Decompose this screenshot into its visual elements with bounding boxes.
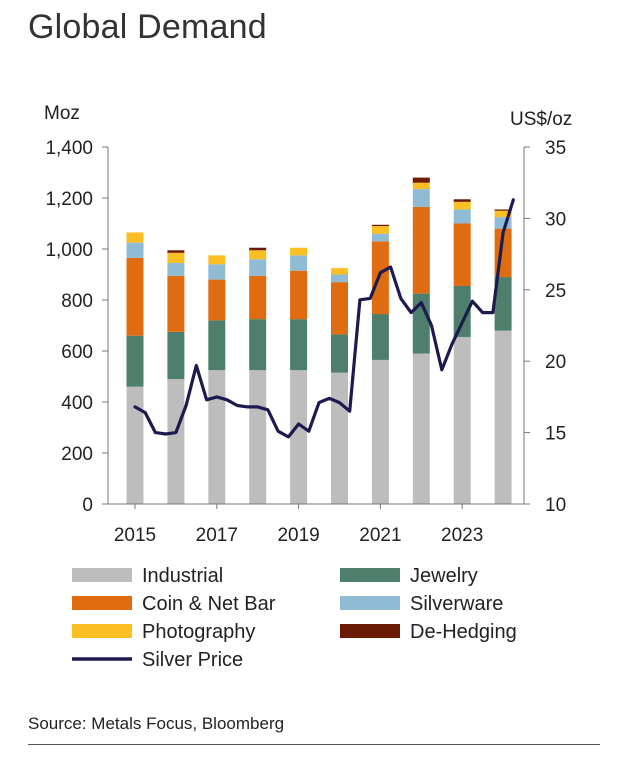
bar-coin-net-bar-2016 xyxy=(167,275,185,332)
bar-de-hedging-2022 xyxy=(412,177,430,183)
left-tick-label: 400 xyxy=(61,393,93,414)
bar-industrial-2017 xyxy=(208,370,226,504)
legend-swatch-photography xyxy=(72,624,132,638)
legend-label-de-hedging: De-Hedging xyxy=(410,621,517,643)
left-tick-label: 200 xyxy=(61,444,93,465)
chart-area: 0 200 400 600 800 1,000 1,200 1,400 10 15 20 25 30 35… xyxy=(44,103,572,671)
bar-jewelry-2015 xyxy=(126,335,144,387)
bar-industrial-2019 xyxy=(290,370,308,504)
left-tick-label: 1,000 xyxy=(45,240,93,261)
bar-industrial-2018 xyxy=(249,370,267,504)
bar-coin-net-bar-2018 xyxy=(249,275,267,320)
right-tick-label: 10 xyxy=(545,495,566,516)
left-axis-unit: Moz xyxy=(44,103,80,124)
bar-silverware-2019 xyxy=(290,255,308,271)
right-tick-label: 25 xyxy=(545,281,566,302)
bar-silverware-2021 xyxy=(371,233,389,242)
footer-rule xyxy=(28,744,600,745)
axes-layer: 0 200 400 600 800 1,000 1,200 1,400 10 15 20 25 30 35… xyxy=(44,103,572,546)
legend-swatch-jewelry xyxy=(340,568,400,582)
bar-coin-net-bar-2019 xyxy=(290,270,308,320)
bar-silverware-2017 xyxy=(208,264,226,280)
legend-swatch-silverware xyxy=(340,596,400,610)
bar-photography-2018 xyxy=(249,250,267,260)
bar-silverware-2024 xyxy=(494,217,512,229)
bar-jewelry-2024 xyxy=(494,277,512,331)
x-tick-label: 2023 xyxy=(441,525,483,546)
legend-swatch-industrial xyxy=(72,568,132,582)
bar-silverware-2020 xyxy=(331,274,348,283)
right-tick-label: 15 xyxy=(545,424,566,445)
bar-industrial-2020 xyxy=(331,372,348,504)
right-tick-label: 20 xyxy=(545,352,566,373)
bar-silverware-2015 xyxy=(126,242,144,258)
left-tick-label: 800 xyxy=(61,291,93,312)
bar-industrial-2016 xyxy=(167,379,185,504)
left-tick-label: 1,400 xyxy=(45,138,93,159)
legend-label-silverware: Silverware xyxy=(410,593,503,615)
bar-jewelry-2016 xyxy=(167,331,185,380)
legend-label-silver-price: Silver Price xyxy=(142,649,243,671)
bar-jewelry-2019 xyxy=(290,319,308,371)
chart-title: Global Demand xyxy=(28,8,267,46)
bar-silverware-2018 xyxy=(249,259,267,276)
x-tick-label: 2019 xyxy=(277,525,319,546)
bar-photography-2023 xyxy=(453,201,471,210)
right-axis-unit: US$/oz xyxy=(510,109,572,130)
x-tick-label: 2017 xyxy=(196,525,238,546)
bar-industrial-2015 xyxy=(126,386,144,504)
right-tick-label: 30 xyxy=(545,209,566,230)
bar-jewelry-2020 xyxy=(331,334,348,373)
bar-photography-2017 xyxy=(208,255,226,265)
bar-jewelry-2021 xyxy=(371,314,389,360)
legend-label-photography: Photography xyxy=(142,621,255,643)
bar-silverware-2016 xyxy=(167,263,185,276)
bar-de-hedging-2018 xyxy=(249,247,267,251)
legend: Industrial Jewelry Coin & Net Bar Silverwar… xyxy=(72,565,517,671)
left-tick-label: 1,200 xyxy=(45,189,93,210)
bar-coin-net-bar-2023 xyxy=(453,223,471,286)
bar-coin-net-bar-2017 xyxy=(208,279,226,321)
bar-silverware-2023 xyxy=(453,209,471,224)
bar-jewelry-2023 xyxy=(453,285,471,337)
silver-price-line xyxy=(133,198,515,439)
bar-de-hedging-2024 xyxy=(494,209,512,211)
legend-swatch-de-hedging xyxy=(340,624,400,638)
bar-photography-2022 xyxy=(412,182,430,190)
right-tick-label: 35 xyxy=(545,138,566,159)
left-tick-label: 0 xyxy=(82,495,93,516)
bar-jewelry-2018 xyxy=(249,319,267,371)
legend-label-industrial: Industrial xyxy=(142,565,223,587)
bar-de-hedging-2016 xyxy=(167,250,185,253)
bar-industrial-2023 xyxy=(453,336,471,504)
bar-photography-2021 xyxy=(371,226,389,234)
bar-silverware-2022 xyxy=(412,189,430,207)
price-line-layer xyxy=(133,198,515,439)
bar-photography-2016 xyxy=(167,252,185,264)
legend-swatch-coin-net-bar xyxy=(72,596,132,610)
source-note: Source: Metals Focus, Bloomberg xyxy=(28,714,285,733)
bar-coin-net-bar-2021 xyxy=(371,241,389,315)
bar-de-hedging-2021 xyxy=(371,224,389,227)
bar-de-hedging-2023 xyxy=(453,199,471,202)
bar-industrial-2022 xyxy=(412,353,430,504)
bar-photography-2020 xyxy=(331,268,348,275)
bar-photography-2015 xyxy=(126,232,144,243)
bar-jewelry-2017 xyxy=(208,320,226,371)
bar-coin-net-bar-2022 xyxy=(412,206,430,294)
x-tick-label: 2015 xyxy=(114,525,156,546)
bar-coin-net-bar-2015 xyxy=(126,257,144,336)
legend-label-jewelry: Jewelry xyxy=(410,565,478,587)
bar-layer xyxy=(126,177,512,504)
bar-photography-2019 xyxy=(290,247,308,256)
left-tick-label: 600 xyxy=(61,342,93,363)
bar-photography-2024 xyxy=(494,210,512,218)
x-tick-label: 2021 xyxy=(359,525,401,546)
legend-label-coin-net-bar: Coin & Net Bar xyxy=(142,593,276,615)
bar-industrial-2024 xyxy=(494,330,512,504)
bar-industrial-2021 xyxy=(371,359,389,504)
bar-coin-net-bar-2020 xyxy=(331,282,348,335)
